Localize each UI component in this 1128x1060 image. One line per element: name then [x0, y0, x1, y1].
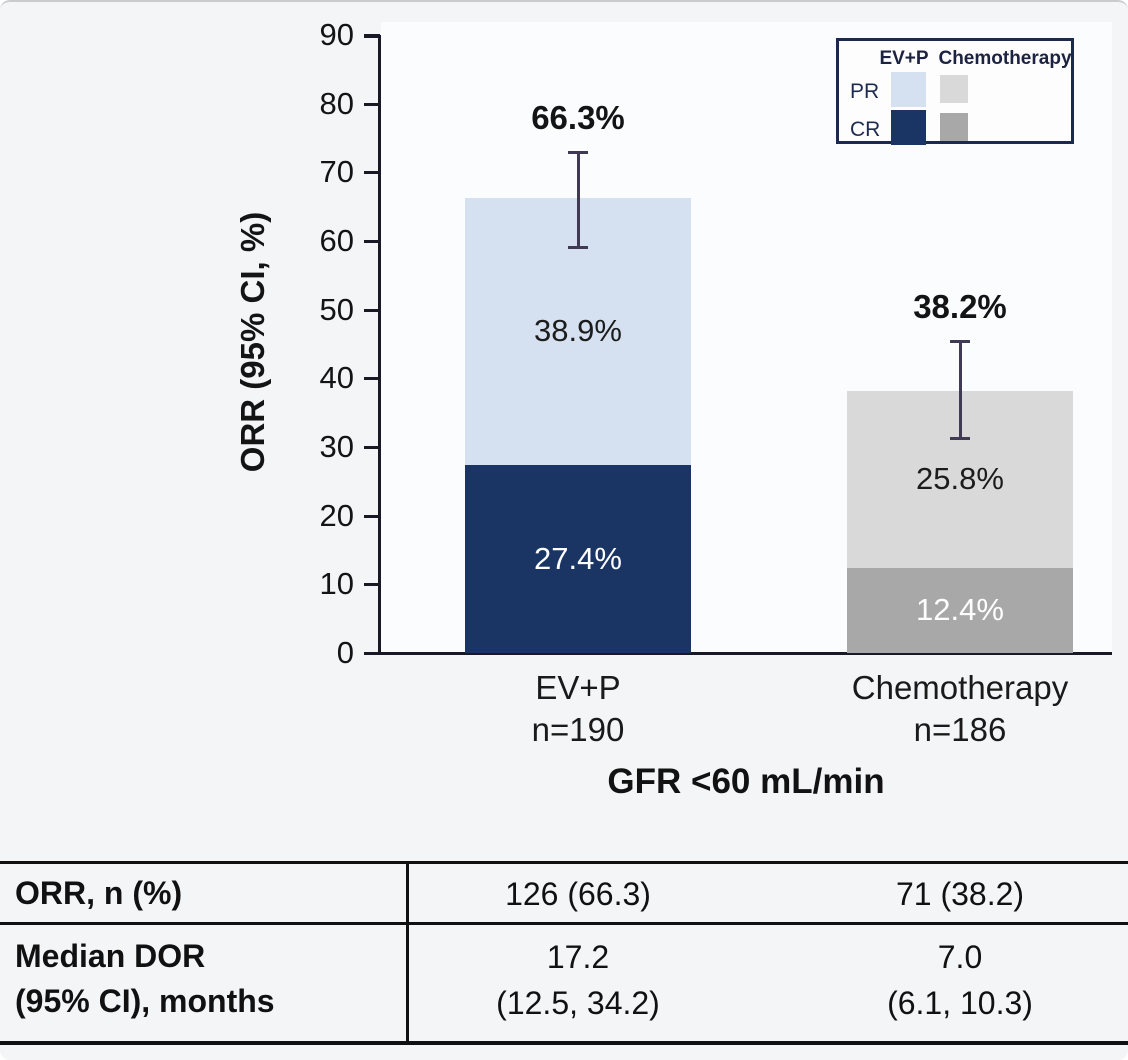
- error-bar-cap-top-1: [950, 339, 970, 343]
- y-tick-label-80: 80: [319, 85, 354, 121]
- x-category-label-1: Chemotherapy: [851, 669, 1069, 706]
- error-bar-cap-bottom-0: [568, 245, 588, 249]
- y-tick-label-0: 0: [336, 635, 354, 670]
- y-tick-mark-80: [364, 102, 380, 106]
- y-tick-mark-20: [364, 514, 380, 518]
- legend: EV+P Chemotherapy PR CR: [836, 38, 1074, 145]
- x-axis-line: [378, 652, 1112, 655]
- y-tick-mark-90: [364, 34, 380, 37]
- bar-segment-label-cr-0: 27.4%: [534, 540, 622, 576]
- error-bar-cap-bottom-1: [950, 437, 970, 441]
- legend-swatch-cr-evp: [891, 110, 926, 145]
- legend-column-header-evp: EV+P: [879, 48, 929, 69]
- y-tick-mark-40: [364, 377, 380, 381]
- y-axis-line: [378, 35, 381, 655]
- table-cell-dor-chemotherapy: 7.0 (6.1, 10.3): [887, 939, 1033, 1021]
- y-tick-mark-30: [364, 446, 380, 449]
- y-tick-mark-70: [364, 171, 380, 175]
- summary-table: ORR, n (%) 126 (66.3) 71 (38.2) Median D…: [0, 861, 1128, 1060]
- y-tick-label-60: 60: [319, 223, 354, 258]
- table-top-border: [0, 861, 1128, 864]
- y-tick-label-70: 70: [319, 154, 354, 190]
- error-bar-stem-0: [576, 151, 580, 248]
- table-row-divider: [0, 922, 1128, 925]
- y-tick-mark-10: [364, 583, 380, 587]
- legend-row-pr-label: PR: [850, 80, 880, 103]
- bar-segment-label-cr-1: 12.4%: [916, 592, 1004, 628]
- y-tick-label-10: 10: [319, 566, 354, 602]
- table-cell-orr-chemotherapy: 71 (38.2): [895, 876, 1025, 912]
- legend-column-header-chemotherapy: Chemotherapy: [938, 48, 1072, 69]
- table-cell-dor-evp: 17.2 (12.5, 34.2): [496, 939, 660, 1021]
- y-tick-label-20: 20: [319, 497, 354, 533]
- bar-segment-cr-1: [847, 567, 1073, 653]
- table-row-orr-label: ORR, n (%): [15, 875, 183, 911]
- x-category-sublabel-0: n=190: [531, 711, 625, 748]
- y-tick-label-50: 50: [319, 291, 354, 327]
- table-row-dor-label: Median DOR (95% CI), months: [15, 938, 275, 1019]
- y-tick-mark-60: [364, 240, 380, 243]
- bar-total-label-1: 38.2%: [913, 287, 1007, 325]
- x-axis-title: GFR <60 mL/min: [607, 762, 885, 801]
- error-bar-stem-1: [958, 340, 962, 440]
- bar-segment-label-pr-0: 38.9%: [534, 313, 622, 349]
- y-tick-mark-50: [364, 308, 380, 312]
- bar-total-label-0: 66.3%: [531, 98, 625, 136]
- legend-row-cr-label: CR: [850, 118, 881, 141]
- legend-swatch-pr-chemotherapy: [940, 75, 968, 103]
- legend-swatch-pr-evp: [891, 72, 926, 107]
- x-category-sublabel-1: n=186: [913, 711, 1007, 748]
- error-bar-cap-top-0: [568, 150, 588, 154]
- y-axis-title: ORR (95% CI, %): [234, 211, 271, 473]
- y-tick-mark-0: [364, 652, 380, 655]
- y-tick-label-30: 30: [319, 429, 354, 464]
- table-cell-orr-evp: 126 (66.3): [505, 876, 651, 912]
- table-bottom-border: [0, 1041, 1128, 1045]
- bar-segment-cr-0: [465, 464, 691, 653]
- legend-swatch-cr-chemotherapy: [940, 113, 968, 141]
- orr-bar-chart: ORR (95% CI, %) 0 10 20 30 40 50 60 70 80 90 27.4…: [0, 2, 1128, 862]
- bar-segment-label-pr-1: 25.8%: [916, 461, 1004, 497]
- x-category-label-0: EV+P: [535, 669, 621, 706]
- y-tick-label-40: 40: [319, 360, 354, 396]
- y-tick-label-90: 90: [319, 17, 354, 52]
- table-column-divider: [406, 861, 409, 1045]
